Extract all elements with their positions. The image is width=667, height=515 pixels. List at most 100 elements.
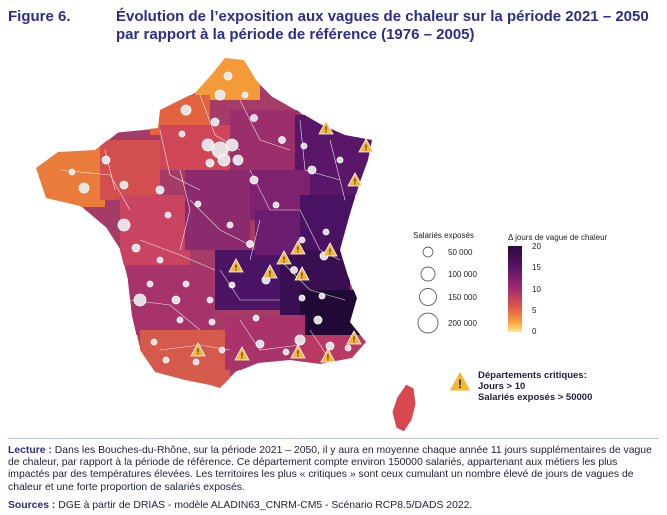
bubble bbox=[300, 142, 308, 150]
bubble bbox=[150, 338, 158, 346]
critical-markers: ! ! ! ! ! ! ! ! bbox=[190, 120, 374, 363]
bubble bbox=[282, 348, 290, 356]
bubble bbox=[155, 185, 165, 195]
critical-legend-line: Jours > 10 bbox=[478, 381, 526, 392]
warning-icon: ! bbox=[358, 138, 374, 153]
svg-text:!: ! bbox=[297, 246, 300, 255]
bubble bbox=[322, 228, 330, 236]
svg-text:!: ! bbox=[458, 377, 462, 391]
bubble bbox=[241, 91, 249, 99]
critical-legend: Départements critiques: Jours > 10 Salar… bbox=[478, 370, 592, 403]
department-colors bbox=[36, 58, 372, 388]
bubble bbox=[298, 236, 306, 244]
bubble bbox=[176, 316, 184, 324]
color-legend-title: Δ jours de vague de chaleur bbox=[508, 233, 608, 242]
warning-icon: ! bbox=[347, 172, 363, 187]
bubble bbox=[228, 281, 236, 289]
svg-text:!: ! bbox=[365, 144, 368, 153]
bubble bbox=[294, 334, 306, 346]
size-legend-label: 200 000 bbox=[448, 319, 477, 328]
bubble bbox=[336, 156, 344, 164]
svg-text:!: ! bbox=[269, 270, 272, 279]
bubble bbox=[178, 130, 186, 138]
svg-text:!: ! bbox=[297, 350, 300, 359]
bubble bbox=[78, 182, 90, 194]
lecture-label: Lecture : bbox=[8, 445, 52, 456]
bubble bbox=[232, 154, 244, 166]
warning-icon: ! bbox=[448, 369, 472, 392]
lecture-text: Dans les Bouches-du-Rhône, sur la périod… bbox=[8, 445, 652, 493]
sources-label: Sources : bbox=[8, 500, 56, 511]
bubble bbox=[205, 158, 215, 168]
bubble bbox=[117, 218, 131, 232]
warning-icon: ! bbox=[190, 342, 206, 357]
bubble bbox=[278, 136, 286, 144]
bubble bbox=[119, 180, 129, 190]
corsica bbox=[391, 383, 417, 433]
bubble bbox=[182, 280, 190, 288]
bubble bbox=[344, 344, 352, 352]
bubble bbox=[223, 71, 233, 81]
svg-text:!: ! bbox=[354, 178, 357, 187]
divider bbox=[8, 438, 659, 439]
svg-text:!: ! bbox=[235, 264, 238, 273]
warning-icon: ! bbox=[262, 264, 278, 279]
bubble bbox=[133, 293, 147, 307]
warning-icon: ! bbox=[234, 346, 250, 361]
bubble bbox=[225, 138, 239, 152]
department-borders bbox=[59, 94, 346, 361]
bubble bbox=[214, 89, 226, 101]
sources-note: Sources : DGE à partir de DRIAS - modèle… bbox=[8, 500, 472, 511]
svg-text:!: ! bbox=[301, 272, 304, 281]
bubble bbox=[249, 175, 259, 185]
warning-icon: ! bbox=[228, 258, 244, 273]
color-scale-tick: 5 bbox=[532, 306, 537, 315]
bubble bbox=[318, 292, 326, 300]
warning-icon: ! bbox=[346, 330, 362, 345]
bubble bbox=[246, 240, 254, 248]
critical-legend-line: Salariés exposés > 50000 bbox=[478, 392, 593, 403]
svg-text:!: ! bbox=[353, 336, 356, 345]
warning-icon: ! bbox=[322, 242, 338, 257]
bubble bbox=[156, 256, 164, 264]
sources-text: DGE à partir de DRIAS - modèle ALADIN63_… bbox=[58, 500, 473, 511]
bubble bbox=[164, 211, 172, 219]
bubble bbox=[250, 114, 258, 122]
bubble bbox=[210, 117, 220, 127]
bubble bbox=[131, 243, 141, 253]
bubble bbox=[171, 295, 181, 305]
warning-icon: ! bbox=[318, 120, 334, 135]
critical-legend-title: Départements critiques: bbox=[478, 370, 587, 381]
size-legend-title: Salariés exposés bbox=[413, 231, 474, 240]
svg-text:!: ! bbox=[325, 126, 328, 135]
bubble bbox=[218, 346, 226, 354]
size-legend-label: 100 000 bbox=[448, 270, 477, 279]
warning-icon: ! bbox=[290, 344, 306, 359]
svg-text:!: ! bbox=[283, 256, 286, 265]
size-legend-label: 150 000 bbox=[448, 293, 477, 302]
bubble bbox=[325, 341, 335, 351]
warning-icon: ! bbox=[320, 348, 336, 363]
lecture-note: Lecture : Dans les Bouches-du-Rhône, sur… bbox=[8, 445, 659, 494]
figure-label: Figure 6. bbox=[8, 8, 71, 25]
svg-text:!: ! bbox=[197, 348, 200, 357]
bubble bbox=[290, 266, 298, 274]
bubble bbox=[206, 296, 214, 304]
size-legend bbox=[417, 246, 439, 334]
employee-bubbles bbox=[68, 71, 352, 366]
bubble bbox=[194, 200, 202, 208]
size-legend-circle bbox=[420, 266, 436, 282]
size-legend-circle bbox=[419, 288, 437, 306]
bubble bbox=[101, 155, 111, 165]
warning-icon: ! bbox=[276, 250, 292, 265]
bubble bbox=[226, 221, 234, 229]
color-scale-tick: 20 bbox=[532, 242, 541, 251]
bubble bbox=[272, 201, 280, 209]
bubble bbox=[255, 339, 265, 349]
size-legend-circle bbox=[417, 312, 439, 334]
bubble bbox=[180, 104, 192, 116]
bubble bbox=[162, 356, 170, 364]
bubble bbox=[307, 165, 317, 175]
figure-title: Évolution de l’exposition aux vagues de … bbox=[116, 8, 649, 43]
size-legend-circle bbox=[422, 246, 434, 258]
